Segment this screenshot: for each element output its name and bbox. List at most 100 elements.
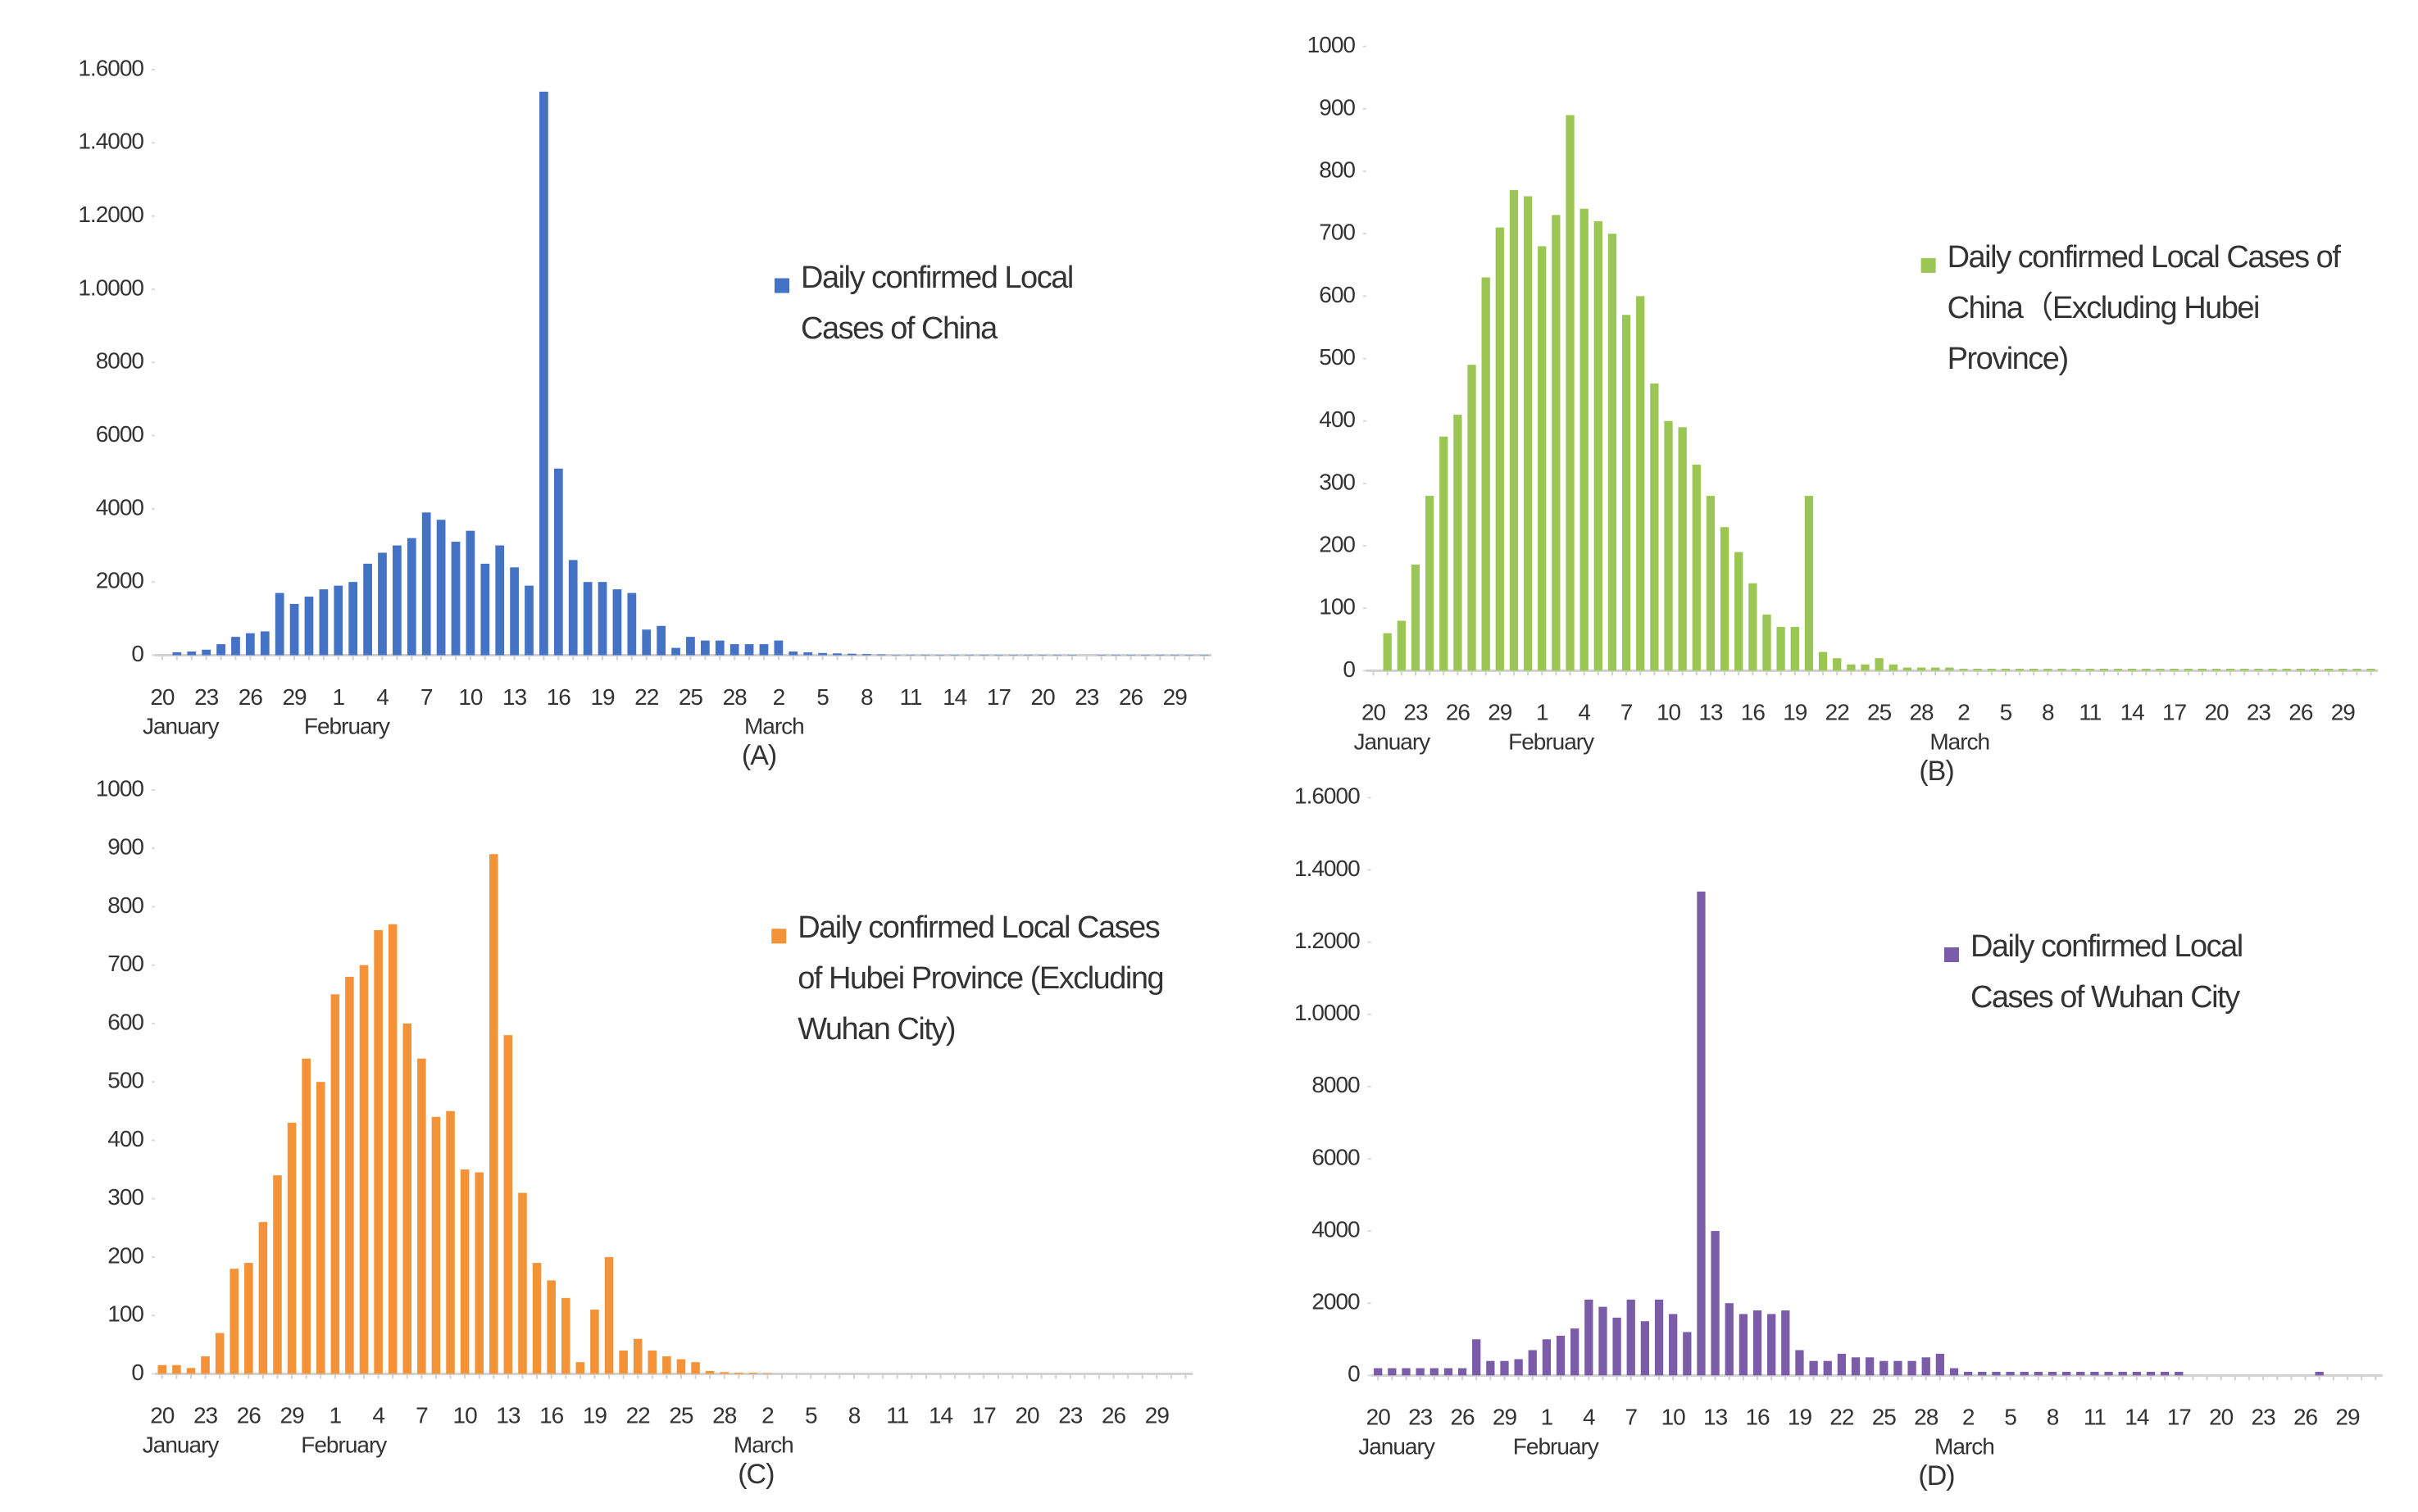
bar: [1964, 1371, 1973, 1376]
bar: [231, 637, 240, 656]
x-tick-label: 8: [848, 1403, 861, 1428]
panel-caption: (C): [738, 1459, 774, 1490]
x-tick-label: 2: [1957, 700, 1970, 725]
bar: [436, 520, 446, 656]
x-tick-label: 1: [1541, 1405, 1553, 1430]
x-tick-label: 20: [1366, 1405, 1391, 1430]
x-tick-label: 16: [547, 684, 571, 710]
bar: [2118, 1371, 2127, 1376]
x-tick-label: 25: [1872, 1405, 1897, 1430]
x-tick-label: 29: [2331, 700, 2356, 725]
bar: [1734, 552, 1743, 671]
bar: [2296, 669, 2306, 671]
bar: [1795, 1350, 1804, 1376]
month-label: February: [1513, 1434, 1599, 1460]
x-tick-label: 29: [1493, 1405, 1517, 1430]
x-tick-label: 17: [2162, 700, 2187, 725]
month-label: February: [1508, 729, 1594, 755]
bar: [1402, 1368, 1411, 1376]
y-tick-label: 800: [1319, 157, 1355, 182]
x-tick-label: 19: [590, 684, 615, 710]
x-tick-label: 14: [929, 1403, 953, 1428]
bar: [407, 538, 416, 656]
bar: [2015, 669, 2025, 671]
x-tick-label: 22: [1829, 1405, 1854, 1430]
x-tick-label: 5: [805, 1403, 817, 1428]
bar: [1725, 1303, 1734, 1376]
bar: [662, 1356, 671, 1374]
bar: [1978, 1371, 1987, 1376]
bar: [1837, 1353, 1847, 1376]
x-tick-label: 14: [2125, 1405, 2149, 1430]
bar: [2029, 669, 2038, 671]
bar: [2240, 669, 2249, 671]
x-tick-label: 20: [1361, 700, 1386, 725]
bar: [1593, 220, 1602, 671]
bar: [861, 654, 871, 656]
x-tick-label: 10: [458, 684, 483, 710]
bar: [172, 652, 182, 656]
y-tick-label: 4000: [96, 494, 144, 520]
bar: [1579, 208, 1589, 671]
bar: [186, 1368, 196, 1374]
month-label: March: [734, 1433, 793, 1458]
y-tick-label: 500: [107, 1068, 143, 1093]
y-tick-label: 700: [1319, 220, 1355, 245]
x-tick-label: 2: [773, 684, 785, 710]
y-tick-label: 1.2000: [1294, 928, 1360, 953]
x-tick-label: 13: [1703, 1405, 1728, 1430]
x-tick-label: 1: [1536, 700, 1548, 725]
legend-swatch: [771, 929, 787, 944]
x-tick-label: 23: [1075, 684, 1099, 710]
bar: [619, 1350, 628, 1374]
bar: [1748, 583, 1757, 671]
x-tick-label: 7: [416, 1403, 428, 1428]
bar: [1416, 1368, 1425, 1376]
bar: [1388, 1368, 1397, 1376]
bar: [1472, 1339, 1481, 1376]
x-tick-label: 13: [496, 1403, 520, 1428]
bar: [1500, 1360, 1509, 1376]
bar: [2048, 1371, 2057, 1376]
bar: [230, 1269, 239, 1374]
bar: [1509, 189, 1519, 671]
y-tick-label: 1.0000: [78, 275, 143, 300]
bar: [1739, 1314, 1748, 1376]
bar: [583, 582, 593, 656]
bar: [2268, 669, 2277, 671]
bar: [1992, 1371, 2001, 1376]
bar: [319, 589, 329, 656]
x-tick-label: 29: [280, 1403, 305, 1428]
bar: [734, 1373, 743, 1374]
bar: [1706, 496, 1716, 671]
bar: [1720, 527, 1729, 671]
bar: [1902, 667, 1912, 671]
bar: [402, 1023, 412, 1374]
panel-caption: (D): [1918, 1460, 1954, 1492]
x-tick-label: 28: [723, 684, 748, 710]
x-tick-label: 26: [2293, 1405, 2318, 1430]
bar: [393, 545, 402, 656]
bar: [1678, 427, 1687, 671]
bar: [1804, 496, 1814, 671]
y-tick-label: 300: [107, 1184, 143, 1210]
y-tick-label: 500: [1319, 344, 1355, 370]
bar: [466, 530, 475, 656]
bar: [503, 1035, 513, 1374]
bar: [1875, 658, 1884, 671]
x-tick-label: 19: [583, 1403, 607, 1428]
bar: [1861, 664, 1870, 671]
bar: [1429, 1368, 1439, 1376]
y-tick-label: 800: [107, 892, 143, 918]
y-tick-label: 100: [1319, 594, 1355, 620]
y-tick-label: 0: [1343, 656, 1355, 682]
bar: [2338, 669, 2348, 671]
y-tick-label: 1.6000: [78, 55, 143, 80]
legend-swatch: [775, 278, 789, 293]
bar: [1949, 1368, 1959, 1376]
bar: [495, 545, 505, 656]
bar: [187, 652, 197, 656]
bar: [759, 644, 769, 656]
y-tick-label: 0: [1348, 1361, 1360, 1387]
bar: [2001, 669, 2011, 671]
